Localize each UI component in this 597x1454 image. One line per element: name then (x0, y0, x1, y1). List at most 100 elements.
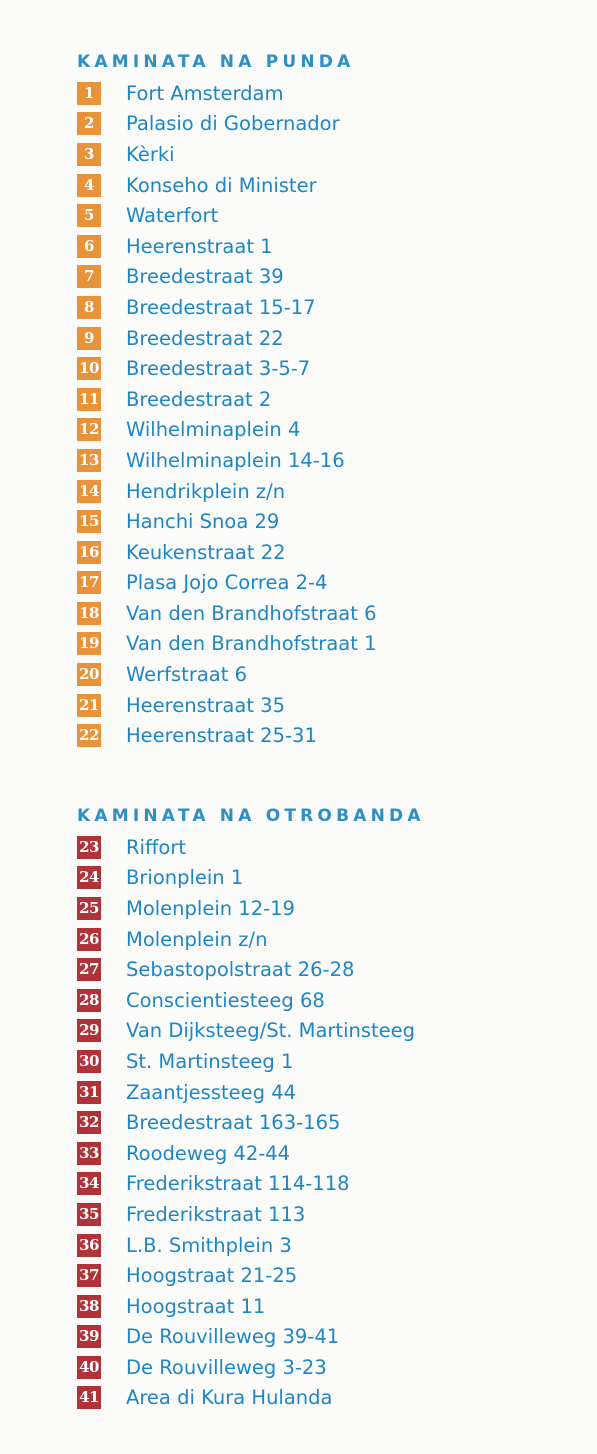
location-label: Frederikstraat 114-118 (126, 1172, 350, 1196)
number-badge: 17 (77, 571, 101, 595)
location-label: Molenplein z/n (126, 927, 268, 951)
number-badge: 19 (77, 632, 101, 656)
number-badge: 39 (77, 1325, 101, 1349)
list-item: 9 Breedestraat 22 (77, 323, 577, 354)
number-badge: 30 (77, 1049, 101, 1073)
list-item: 31 Zaantjessteeg 44 (77, 1077, 577, 1108)
list-item: 18 Van den Brandhofstraat 6 (77, 598, 577, 629)
list-item: 1 Fort Amsterdam (77, 78, 577, 109)
location-label: Riffort (126, 835, 186, 859)
list-item: 25 Molenplein 12-19 (77, 893, 577, 924)
location-label: Frederikstraat 113 (126, 1202, 306, 1226)
list-item: 20 Werfstraat 6 (77, 659, 577, 690)
location-label: Heerenstraat 25-31 (126, 724, 317, 748)
location-label: Wilhelminaplein 4 (126, 418, 301, 442)
location-label: Plasa Jojo Correa 2-4 (126, 571, 328, 595)
list-item: 26 Molenplein z/n (77, 924, 577, 955)
list-item: 7 Breedestraat 39 (77, 262, 577, 293)
number-badge: 8 (77, 295, 101, 319)
location-label: De Rouvilleweg 39-41 (126, 1325, 340, 1349)
list-item: 41 Area di Kura Hulanda (77, 1383, 577, 1414)
section-kaminata-na-otrobanda: KAMINATA NA OTROBANDA 23 Riffort 24 Brionpl… (77, 804, 577, 1413)
location-list: 23 Riffort 24 Brionplein 1 25 Molenplein 12-1… (77, 832, 577, 1413)
number-badge: 25 (77, 896, 101, 920)
list-item: 4 Konseho di Minister (77, 170, 577, 201)
location-label: De Rouvilleweg 3-23 (126, 1355, 327, 1379)
location-label: Heerenstraat 35 (126, 693, 285, 717)
location-label: Hanchi Snoa 29 (126, 510, 280, 534)
number-badge: 6 (77, 234, 101, 258)
location-label: Konseho di Minister (126, 173, 317, 197)
location-label: Roodeweg 42-44 (126, 1141, 291, 1165)
location-label: Area di Kura Hulanda (126, 1386, 333, 1410)
location-label: Breedestraat 15-17 (126, 295, 316, 319)
location-label: Conscientiesteeg 68 (126, 988, 325, 1012)
location-label: Hendrikplein z/n (126, 479, 286, 503)
number-badge: 5 (77, 204, 101, 228)
number-badge: 31 (77, 1080, 101, 1104)
list-item: 30 St. Martinsteeg 1 (77, 1046, 577, 1077)
list-item: 19 Van den Brandhofstraat 1 (77, 629, 577, 660)
location-label: Van den Brandhofstraat 1 (126, 632, 377, 656)
number-badge: 1 (77, 81, 101, 105)
location-label: L.B. Smithplein 3 (126, 1233, 292, 1257)
number-badge: 23 (77, 835, 101, 859)
location-label: Breedestraat 163-165 (126, 1111, 341, 1135)
list-item: 15 Hanchi Snoa 29 (77, 506, 577, 537)
list-item: 13 Wilhelminaplein 14-16 (77, 445, 577, 476)
number-badge: 13 (77, 448, 101, 472)
list-item: 3 Kèrki (77, 139, 577, 170)
list-item: 23 Riffort (77, 832, 577, 863)
location-label: Keukenstraat 22 (126, 540, 286, 564)
number-badge: 27 (77, 958, 101, 982)
list-item: 12 Wilhelminaplein 4 (77, 415, 577, 446)
location-label: Brionplein 1 (126, 866, 244, 890)
number-badge: 32 (77, 1111, 101, 1135)
list-item: 32 Breedestraat 163-165 (77, 1107, 577, 1138)
number-badge: 37 (77, 1264, 101, 1288)
location-label: Hoogstraat 11 (126, 1294, 266, 1318)
location-label: St. Martinsteeg 1 (126, 1049, 294, 1073)
list-item: 8 Breedestraat 15-17 (77, 292, 577, 323)
number-badge: 24 (77, 866, 101, 890)
number-badge: 9 (77, 326, 101, 350)
number-badge: 38 (77, 1294, 101, 1318)
list-item: 16 Keukenstraat 22 (77, 537, 577, 568)
location-label: Heerenstraat 1 (126, 234, 273, 258)
location-label: Molenplein 12-19 (126, 896, 295, 920)
number-badge: 2 (77, 112, 101, 136)
list-item: 35 Frederikstraat 113 (77, 1199, 577, 1230)
list-item: 21 Heerenstraat 35 (77, 690, 577, 721)
number-badge: 36 (77, 1233, 101, 1257)
list-item: 29 Van Dijksteeg/St. Martinsteeg (77, 1016, 577, 1047)
number-badge: 16 (77, 540, 101, 564)
number-badge: 40 (77, 1355, 101, 1379)
list-item: 24 Brionplein 1 (77, 863, 577, 894)
list-item: 34 Frederikstraat 114-118 (77, 1169, 577, 1200)
number-badge: 34 (77, 1172, 101, 1196)
number-badge: 41 (77, 1386, 101, 1410)
list-item: 38 Hoogstraat 11 (77, 1291, 577, 1322)
list-item: 6 Heerenstraat 1 (77, 231, 577, 262)
number-badge: 15 (77, 510, 101, 534)
list-item: 22 Heerenstraat 25-31 (77, 720, 577, 751)
location-label: Zaantjessteeg 44 (126, 1080, 297, 1104)
number-badge: 20 (77, 663, 101, 687)
list-item: 27 Sebastopolstraat 26-28 (77, 954, 577, 985)
list-item: 33 Roodeweg 42-44 (77, 1138, 577, 1169)
list-item: 36 L.B. Smithplein 3 (77, 1230, 577, 1261)
list-item: 10 Breedestraat 3-5-7 (77, 353, 577, 384)
location-label: Breedestraat 3-5-7 (126, 357, 311, 381)
location-label: Kèrki (126, 142, 175, 166)
number-badge: 10 (77, 357, 101, 381)
location-label: Werfstraat 6 (126, 663, 247, 687)
list-item: 2 Palasio di Gobernador (77, 109, 577, 140)
list-item: 17 Plasa Jojo Correa 2-4 (77, 568, 577, 599)
section-heading: KAMINATA NA OTROBANDA (77, 806, 425, 826)
list-item: 28 Conscientiesteeg 68 (77, 985, 577, 1016)
location-label: Van Dijksteeg/St. Martinsteeg (126, 1019, 416, 1043)
number-badge: 33 (77, 1141, 101, 1165)
number-badge: 4 (77, 173, 101, 197)
location-label: Breedestraat 22 (126, 326, 284, 350)
location-label: Palasio di Gobernador (126, 112, 340, 136)
